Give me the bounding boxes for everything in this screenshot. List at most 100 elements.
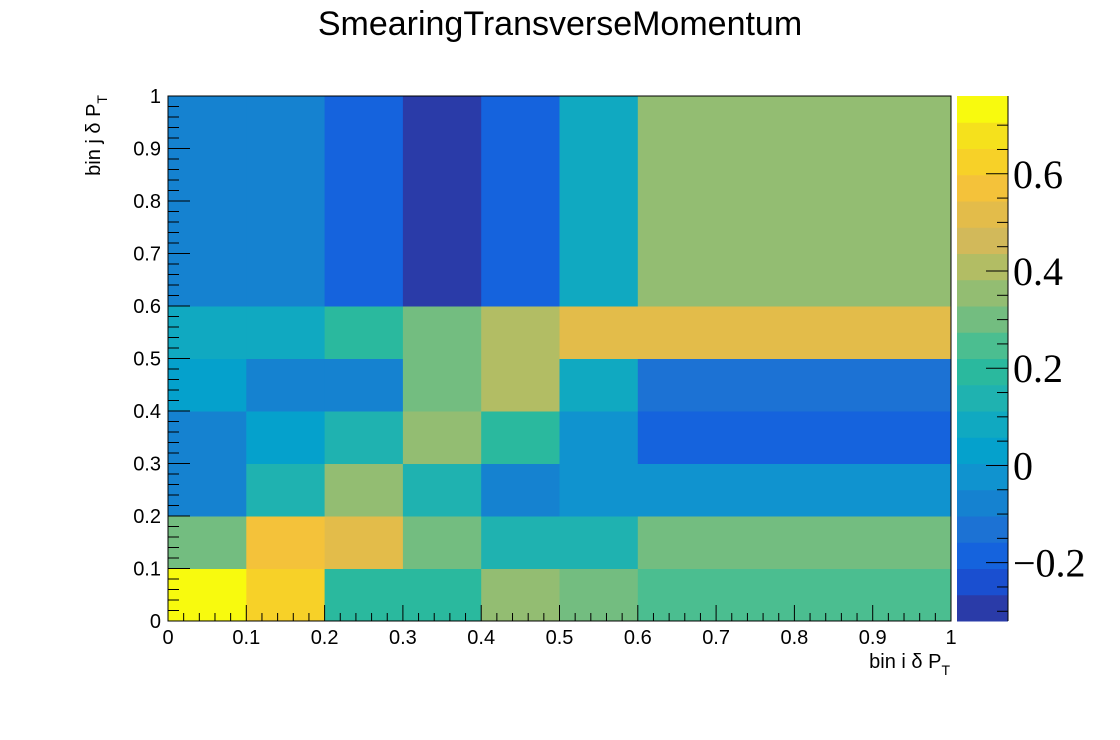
y-tick-label: 0.3	[133, 454, 161, 476]
heatmap-cell	[324, 96, 404, 307]
y-tick-label: 0.4	[133, 401, 161, 423]
heatmap-cell	[402, 463, 482, 517]
y-tick-label: 0.2	[133, 506, 161, 528]
chart-title: SmearingTransverseMomentum	[318, 5, 802, 43]
colorbar-swatch	[957, 437, 1008, 464]
y-tick-label: 0	[150, 611, 161, 633]
colorbar-swatch	[957, 411, 1008, 438]
heatmap-cell	[402, 568, 482, 622]
heatmap-cell	[637, 306, 952, 359]
colorbar-swatch	[957, 463, 1008, 491]
y-tick-label: 1	[150, 86, 161, 108]
heatmap-cell	[637, 96, 952, 307]
colorbar-swatch	[957, 489, 1008, 517]
heatmap-cell	[168, 306, 247, 359]
colorbar-tick-label: −0.2	[1013, 541, 1086, 586]
heatmap-cell	[481, 463, 560, 517]
colorbar-swatch	[957, 148, 1008, 176]
heatmap-cell	[402, 516, 482, 569]
heatmap-cell	[168, 568, 247, 622]
heatmap-cell	[559, 463, 639, 517]
colorbar-tick-label: 0.6	[1013, 152, 1063, 197]
colorbar-swatch	[957, 253, 1008, 281]
heatmap-cell	[324, 568, 404, 622]
heatmap-cell	[559, 411, 639, 464]
heatmap-cell	[481, 516, 560, 569]
heatmap-cell	[402, 358, 482, 412]
x-tick-label: 0.2	[311, 627, 339, 649]
colorbar-tick-label: 0.4	[1013, 249, 1063, 294]
colorbar-swatch	[957, 568, 1008, 596]
x-tick-label: 0.4	[467, 627, 495, 649]
colorbar-swatch	[957, 384, 1008, 412]
heatmap-cell	[481, 568, 560, 622]
y-tick-label: 0.9	[133, 139, 161, 161]
colorbar-swatch	[957, 542, 1008, 569]
heatmap-cell	[559, 516, 639, 569]
heatmap-cell	[324, 516, 404, 569]
y-tick-label: 0.1	[133, 559, 161, 581]
colorbar-swatch	[957, 279, 1008, 307]
heatmap-cell	[246, 411, 326, 464]
colorbar-swatch	[957, 594, 1008, 622]
colorbar-swatch	[957, 96, 1008, 123]
colorbar-swatch	[957, 358, 1008, 386]
heatmap-cell	[324, 358, 404, 412]
heatmap-cell	[559, 358, 639, 412]
heatmap-cell	[246, 306, 326, 359]
colorbar-swatch	[957, 174, 1008, 202]
heatmap-cell	[559, 568, 639, 622]
heatmap-cell	[637, 411, 952, 464]
x-tick-label: 0.3	[389, 627, 417, 649]
colorbar-tick-label: 0	[1013, 443, 1033, 488]
x-tick-label: 0.5	[546, 627, 574, 649]
heatmap-cell	[559, 96, 639, 307]
y-axis-label-main: bin j δ P	[83, 104, 105, 176]
x-tick-label: 0.8	[780, 627, 808, 649]
heatmap-cell	[168, 358, 247, 412]
heatmap-cell	[637, 463, 952, 517]
colorbar-swatch	[957, 122, 1008, 149]
heatmap-cell	[402, 306, 482, 359]
x-tick-label: 0.1	[232, 627, 260, 649]
heatmap-cell	[168, 411, 247, 464]
colorbar-swatch	[957, 201, 1008, 228]
x-tick-label: 0.9	[859, 627, 887, 649]
heatmap-cell	[637, 358, 952, 412]
heatmap-cell	[324, 306, 404, 359]
heatmap-cell	[402, 96, 482, 307]
y-tick-label: 0.6	[133, 296, 161, 318]
heatmap-cell	[481, 96, 560, 307]
heatmap-cell	[246, 96, 326, 307]
y-tick-label: 0.8	[133, 191, 161, 213]
heatmap-cell	[324, 463, 404, 517]
heatmap-cell	[246, 463, 326, 517]
heatmap-cell	[246, 568, 326, 622]
colorbar-swatch	[957, 227, 1008, 254]
heatmap-cell	[637, 516, 952, 569]
x-tick-label: 0.7	[702, 627, 730, 649]
x-tick-label: 1	[945, 627, 956, 649]
heatmap-cells	[168, 96, 952, 622]
x-axis-label-main: bin i δ P	[869, 651, 941, 673]
heatmap-cell	[246, 516, 326, 569]
y-axis-label: bin j δ PT	[83, 95, 110, 176]
colorbar: −0.2 0 0.2 0.4 0.6	[957, 96, 1086, 622]
x-tick-label: 0.6	[624, 627, 652, 649]
x-tick-label: 0	[162, 627, 173, 649]
y-tick-label: 0.5	[133, 349, 161, 371]
axes: 0 0.1 0.2 0.3 0.4 0.5 0.6 0.7 0.8 0.9 1 0 0.1 0.2 0.3 0…	[133, 86, 956, 649]
x-axis-label-subscript: T	[941, 662, 950, 678]
heatmap-cell	[402, 411, 482, 464]
heatmap-cell	[481, 358, 560, 412]
heatmap-cell	[559, 306, 639, 359]
colorbar-swatch	[957, 332, 1008, 359]
heatmap-cell	[481, 306, 560, 359]
heatmap-cell	[168, 516, 247, 569]
y-tick-label: 0.7	[133, 244, 161, 266]
colorbar-tick-label: 0.2	[1013, 346, 1063, 391]
y-axis-label-subscript: T	[94, 95, 110, 104]
heatmap-cell	[246, 358, 326, 412]
